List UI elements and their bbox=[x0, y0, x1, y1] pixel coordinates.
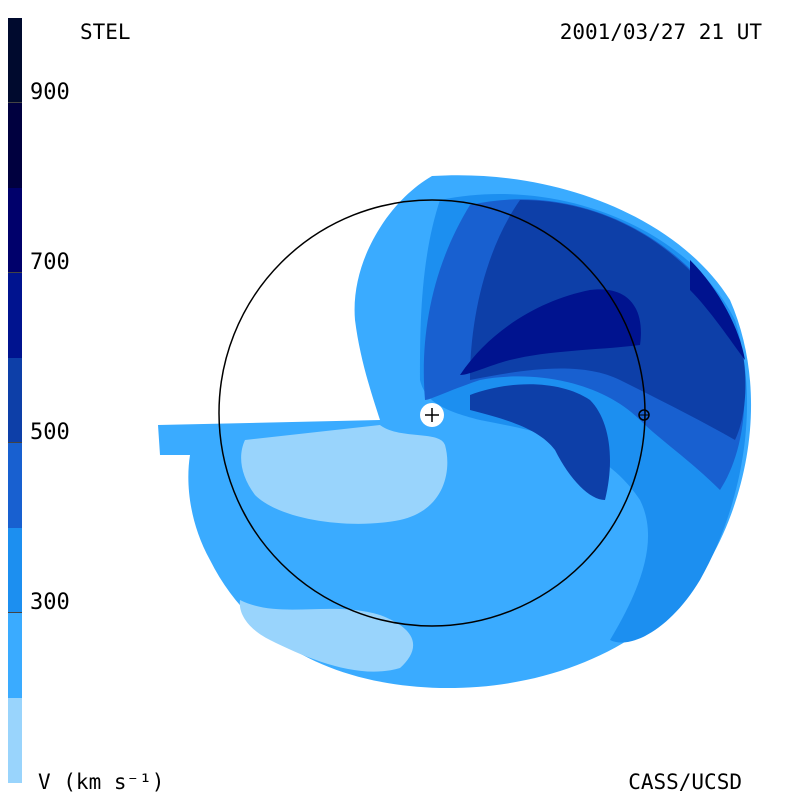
colorbar-segment bbox=[8, 443, 22, 528]
instrument-label: STEL bbox=[80, 20, 131, 44]
colorbar-segment bbox=[8, 188, 22, 273]
colorbar-tick bbox=[8, 612, 22, 613]
velocity-region-lightest-south bbox=[239, 600, 414, 672]
credit-label: CASS/UCSD bbox=[628, 770, 742, 794]
colorbar-segment bbox=[8, 273, 22, 358]
datetime-label: 2001/03/27 21 UT bbox=[559, 20, 762, 44]
colorbar-tick bbox=[8, 102, 22, 103]
colorbar-segment bbox=[8, 698, 22, 783]
velocity-colorbar bbox=[8, 18, 22, 783]
velocity-region-700 bbox=[690, 260, 745, 360]
colorbar-segment bbox=[8, 103, 22, 188]
colorbar-tick-label: 500 bbox=[30, 420, 70, 445]
velocity-region-lightest bbox=[241, 425, 448, 524]
colorbar-tick-label: 300 bbox=[30, 590, 70, 615]
colorbar-tick-label: 700 bbox=[30, 250, 70, 275]
colorbar-tick bbox=[8, 272, 22, 273]
colorbar-segment bbox=[8, 613, 22, 698]
colorbar-tick bbox=[8, 442, 22, 443]
colorbar-segment bbox=[8, 358, 22, 443]
colorbar-segment bbox=[8, 18, 22, 103]
units-label: V (km s⁻¹) bbox=[38, 770, 165, 794]
colorbar-tick-label: 900 bbox=[30, 80, 70, 105]
earth-orbit-circle bbox=[218, 199, 646, 627]
colorbar-segment bbox=[8, 528, 22, 613]
velocity-region-650 bbox=[460, 289, 641, 375]
velocity-region-arm bbox=[470, 384, 610, 500]
